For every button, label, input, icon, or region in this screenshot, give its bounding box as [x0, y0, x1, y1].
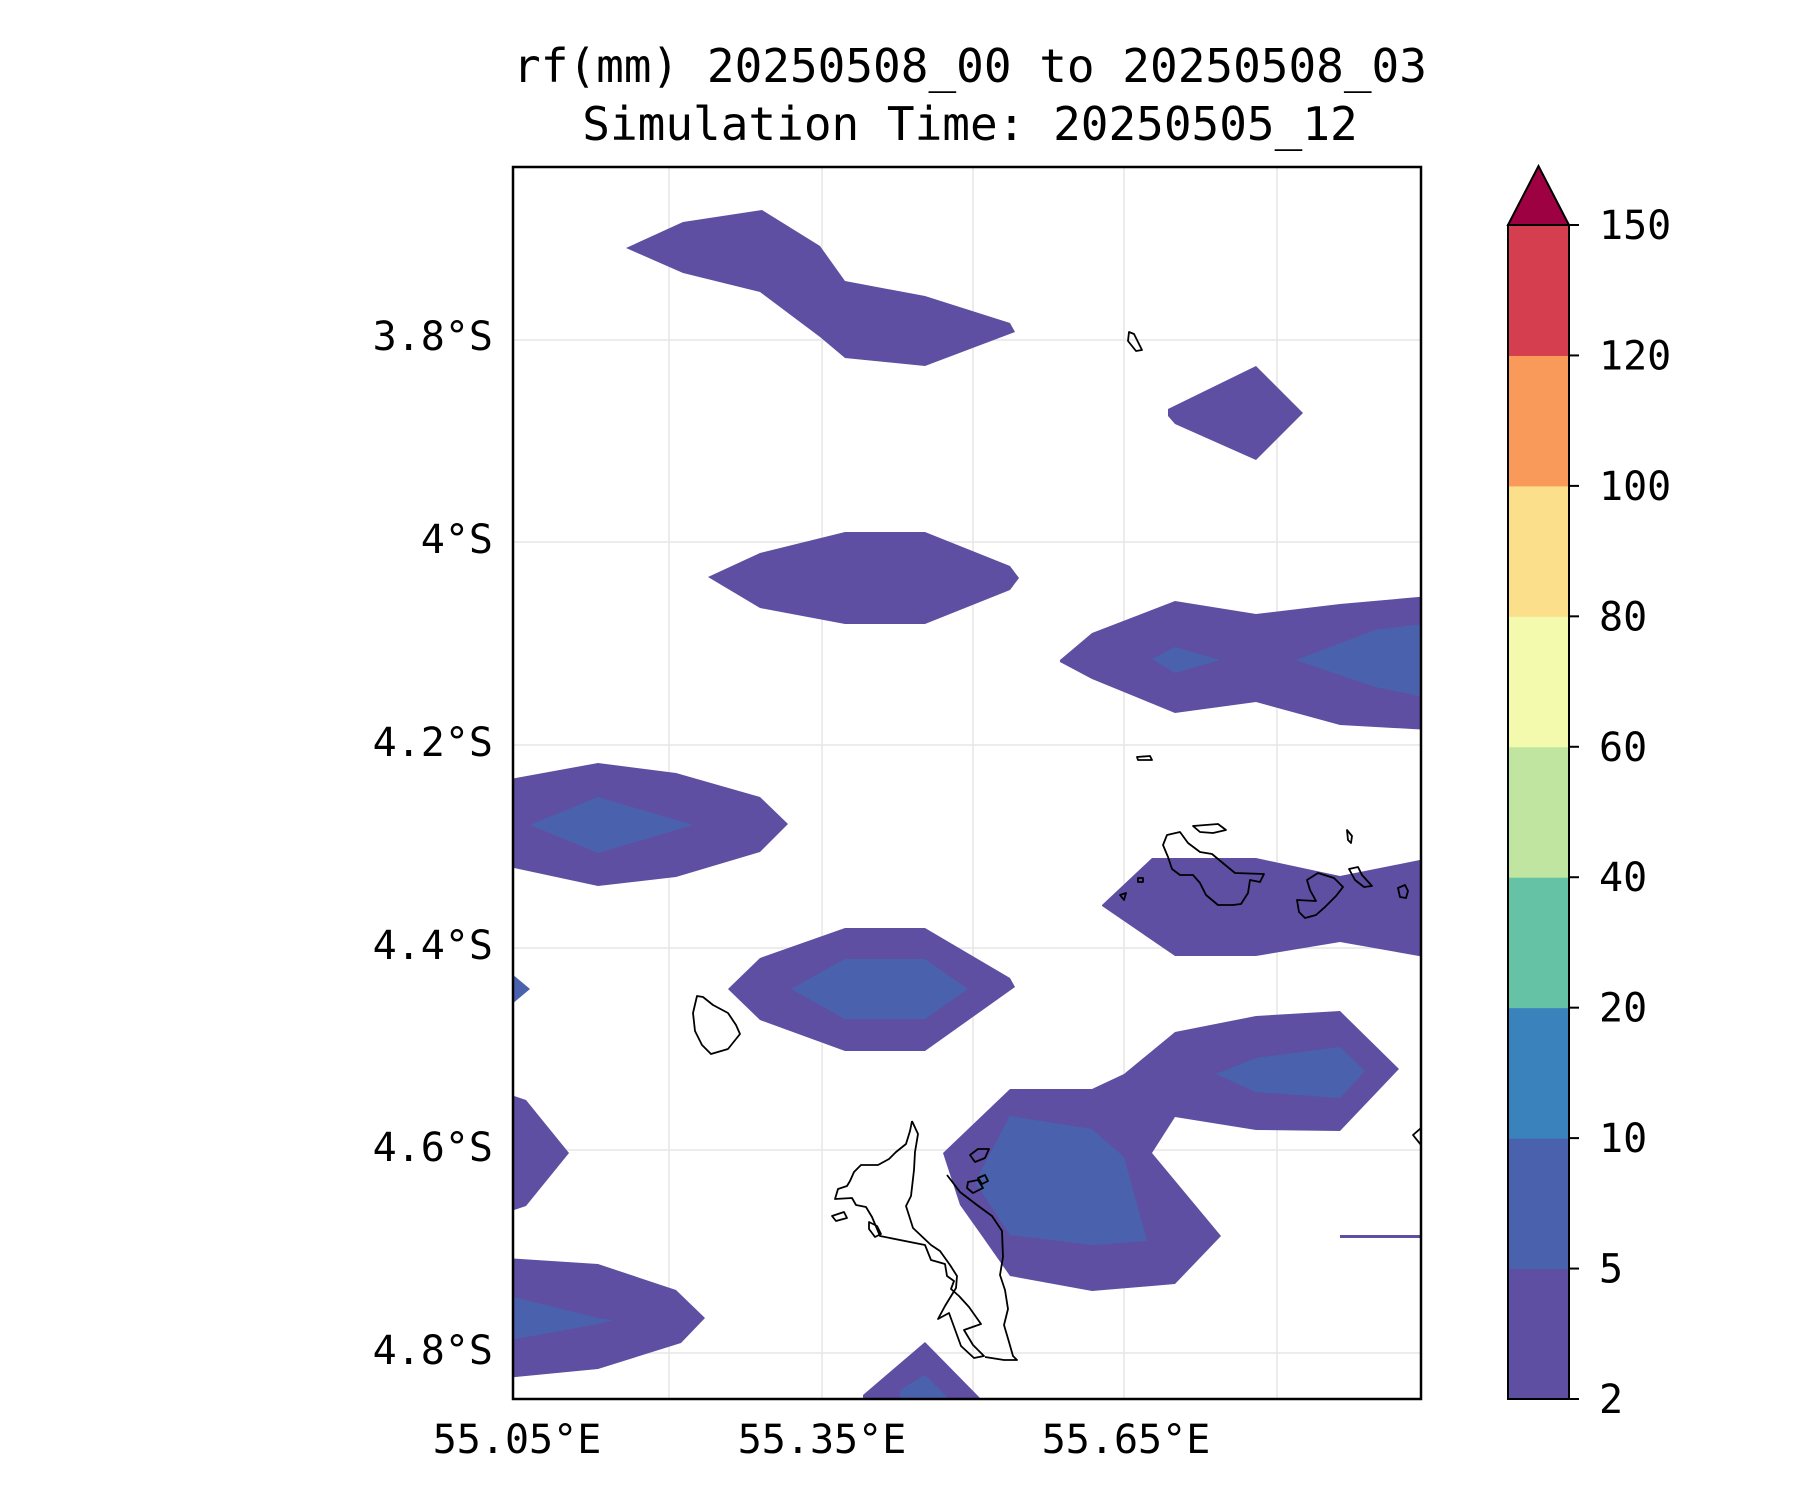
colorbar-tick-label: 100	[1599, 464, 1671, 510]
colorbar-tick-label: 2	[1599, 1377, 1623, 1423]
colorbar-tick-label: 40	[1599, 855, 1647, 901]
coastline-mahe	[946, 1174, 1018, 1361]
coastline-island	[1192, 823, 1227, 834]
colorbar-tick-label: 20	[1599, 986, 1647, 1032]
rain-cell	[513, 1258, 705, 1378]
lon-label: 55.35°E	[738, 1417, 907, 1463]
lat-label: 4.6°S	[373, 1125, 493, 1171]
colorbar-tick-label: 80	[1599, 594, 1647, 640]
rain-cell	[1340, 1235, 1421, 1238]
coastline-island	[1127, 331, 1143, 352]
rain-cell	[626, 210, 1015, 366]
coastline-island	[1348, 866, 1373, 888]
colorbar-segment	[1508, 485, 1569, 617]
rain-cell	[1102, 858, 1421, 957]
colorbar-segment	[1508, 877, 1569, 1009]
colorbar-tick-label: 150	[1599, 203, 1671, 249]
colorbar-segment	[1508, 616, 1569, 748]
coastline-island	[1136, 755, 1153, 761]
rain-cell	[530, 797, 693, 853]
lon-label: 55.65°E	[1042, 1417, 1211, 1463]
colorbar-segment	[1508, 355, 1569, 487]
lat-label: 4.2°S	[373, 720, 493, 766]
coastline-island	[1397, 884, 1409, 899]
coastline-praslin	[1162, 831, 1265, 906]
rain-cell	[1296, 624, 1421, 697]
colorbar-segment	[1508, 1007, 1569, 1139]
colorbar-frame	[1507, 224, 1570, 1400]
coastline-island	[1412, 1127, 1421, 1146]
coastline-island	[977, 1174, 989, 1185]
lon-label: 55.05°E	[433, 1417, 602, 1463]
rainfall-contours	[513, 210, 1421, 1399]
rain-cell	[975, 1116, 1147, 1245]
rain-cell	[513, 1296, 613, 1340]
coastline-island	[868, 1221, 882, 1238]
rain-cell	[513, 974, 530, 1004]
contour-5-10mm	[513, 624, 1421, 1399]
colorbar-segment	[1508, 225, 1569, 356]
colorbar-tick-label: 10	[1599, 1116, 1647, 1162]
coastline-island	[1119, 892, 1127, 901]
coastline-island	[966, 1179, 984, 1194]
colorbar-segment	[1508, 746, 1569, 878]
coastlines	[692, 331, 1421, 1361]
lat-label: 4.4°S	[373, 923, 493, 969]
rain-cell	[513, 1095, 569, 1211]
colorbar-extend-triangle	[1506, 163, 1571, 226]
rain-cell	[791, 959, 968, 1019]
coastline-island	[969, 1148, 990, 1163]
chart-subtitle: Simulation Time: 20250505_12	[582, 97, 1358, 151]
rain-cell	[900, 1375, 949, 1399]
rain-cell	[1216, 1047, 1365, 1098]
lat-label: 4°S	[421, 517, 493, 563]
rain-cell	[1152, 647, 1220, 673]
rain-cell	[708, 532, 1019, 624]
chart-title: rf(mm) 20250508_00 to 20250508_03	[513, 39, 1427, 93]
colorbar-tick-label: 5	[1599, 1247, 1623, 1293]
coastline-mahe	[834, 1120, 985, 1359]
rain-cell	[863, 1342, 982, 1399]
coastline-island	[1296, 872, 1344, 919]
coastline-island	[831, 1211, 848, 1222]
lat-label: 3.8°S	[373, 314, 493, 360]
coastline-island	[1346, 829, 1353, 844]
colorbar-tick-label: 60	[1599, 725, 1647, 771]
lat-label: 4.8°S	[373, 1328, 493, 1374]
colorbar-segment	[1508, 1268, 1569, 1400]
colorbar: 2 5 10 20 40 60 80 100 120 150	[1506, 163, 1671, 1423]
coastline-island	[1137, 877, 1144, 883]
contour-2-5mm	[513, 210, 1421, 1399]
rain-cell	[1168, 366, 1303, 460]
coastline-silhouette	[692, 995, 741, 1055]
colorbar-tick-label: 120	[1599, 333, 1671, 379]
rain-cell	[1060, 596, 1421, 730]
map-frame	[511, 165, 1423, 1401]
colorbar-segment	[1508, 1138, 1569, 1270]
